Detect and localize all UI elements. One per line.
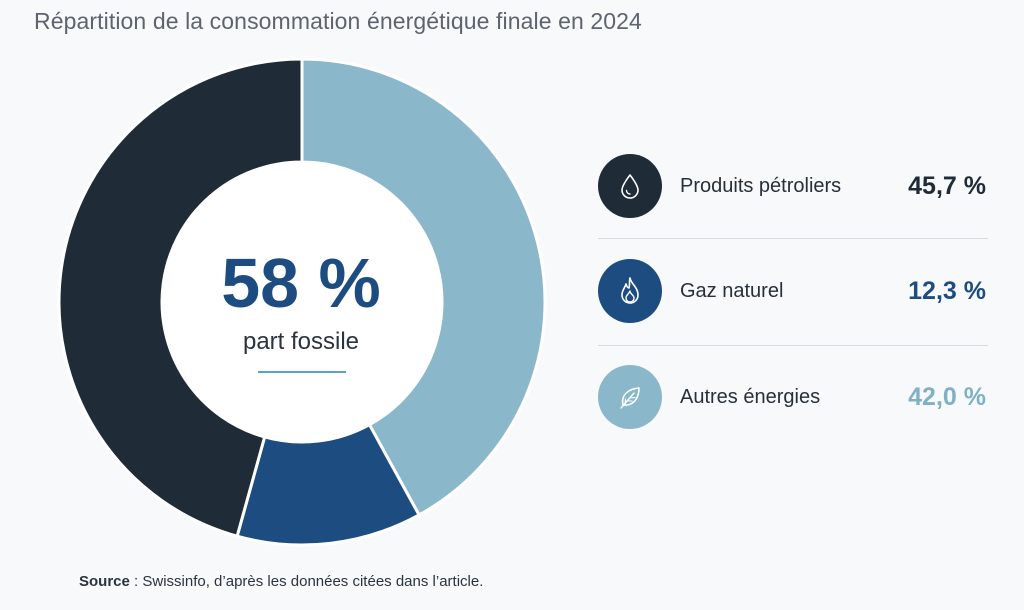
leaf-icon [620, 387, 640, 409]
source-label: Source [79, 573, 130, 590]
center-label: part fossile [242, 328, 360, 355]
legend-label-petroleum: Produits pétroliers [680, 175, 842, 197]
donut-slice-autres-nergies [300, 57, 547, 517]
center-divider [258, 371, 346, 373]
legend-row-petroleum: Produits pétroliers 45,7 % [598, 154, 988, 220]
legend-divider [598, 238, 988, 239]
chart-title: Répartition de la consommation énergétiq… [34, 8, 642, 34]
legend-row-gas: Gaz naturel 12,3 % [598, 259, 988, 325]
donut-slice-produits-p-troliers [57, 57, 304, 539]
legend-label-other: Autres énergies [680, 386, 821, 408]
legend-value-other: 42,0 % [908, 383, 986, 411]
legend-value-gas: 12,3 % [908, 277, 986, 305]
donut-chart [57, 57, 547, 547]
center-value: 58 % [221, 244, 381, 322]
flame-icon [621, 277, 639, 304]
drop-icon [621, 174, 639, 199]
legend-label-gas: Gaz naturel [680, 280, 784, 302]
donut-hole [163, 163, 441, 441]
source-note: Source : Swissinfo, d’après les données … [79, 573, 483, 590]
legend-swatch-petroleum [598, 154, 662, 218]
legend-swatch-gas [598, 259, 662, 323]
legend-row-other: Autres énergies 42,0 % [598, 365, 988, 431]
legend-swatch-other [598, 365, 662, 429]
legend-value-petroleum: 45,7 % [908, 172, 986, 200]
source-text: : Swissinfo, d’après les données citées … [129, 573, 484, 590]
legend-divider [598, 345, 988, 346]
